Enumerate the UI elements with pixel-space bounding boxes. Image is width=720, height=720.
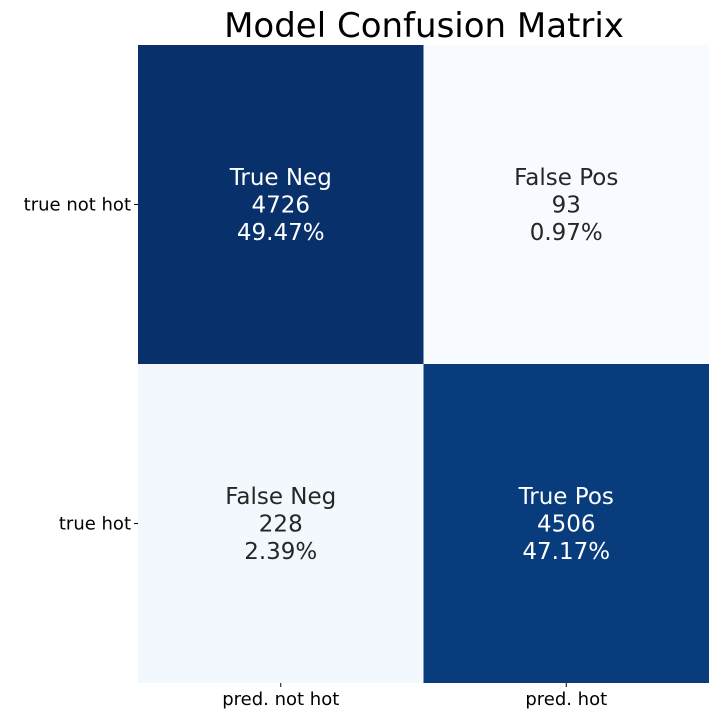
cell-false-neg-percent: 2.39% xyxy=(244,539,317,565)
x-tick-label-pred-not-hot: pred. not hot xyxy=(222,689,339,710)
y-tick-label-true-not-hot: true not hot xyxy=(24,195,131,216)
cell-false-pos-name: False Pos xyxy=(514,165,618,191)
x-tick-label-pred-hot: pred. hot xyxy=(525,689,607,710)
cell-false-neg-name: False Neg xyxy=(225,484,336,510)
cell-false-pos-percent: 0.97% xyxy=(530,220,603,246)
y-tick-label-true-hot: true hot xyxy=(59,514,131,535)
cell-true-pos xyxy=(423,364,709,683)
chart-title: Model Confusion Matrix xyxy=(224,6,624,46)
cell-true-neg-count: 4726 xyxy=(251,193,310,219)
cell-false-pos-count: 93 xyxy=(552,193,581,219)
cell-false-pos xyxy=(423,45,709,364)
cell-true-pos-percent: 47.17% xyxy=(522,539,610,565)
cell-true-neg xyxy=(138,45,424,364)
cell-false-neg xyxy=(138,364,424,683)
cell-true-pos-name: True Pos xyxy=(518,484,614,510)
cell-true-neg-percent: 49.47% xyxy=(237,220,325,246)
cell-false-neg-count: 228 xyxy=(259,512,303,538)
cell-true-pos-count: 4506 xyxy=(537,512,596,538)
axis-ticks: true not hot true hot pred. not hot pred. h… xyxy=(24,195,608,711)
cell-true-neg-name: True Neg xyxy=(229,165,332,191)
